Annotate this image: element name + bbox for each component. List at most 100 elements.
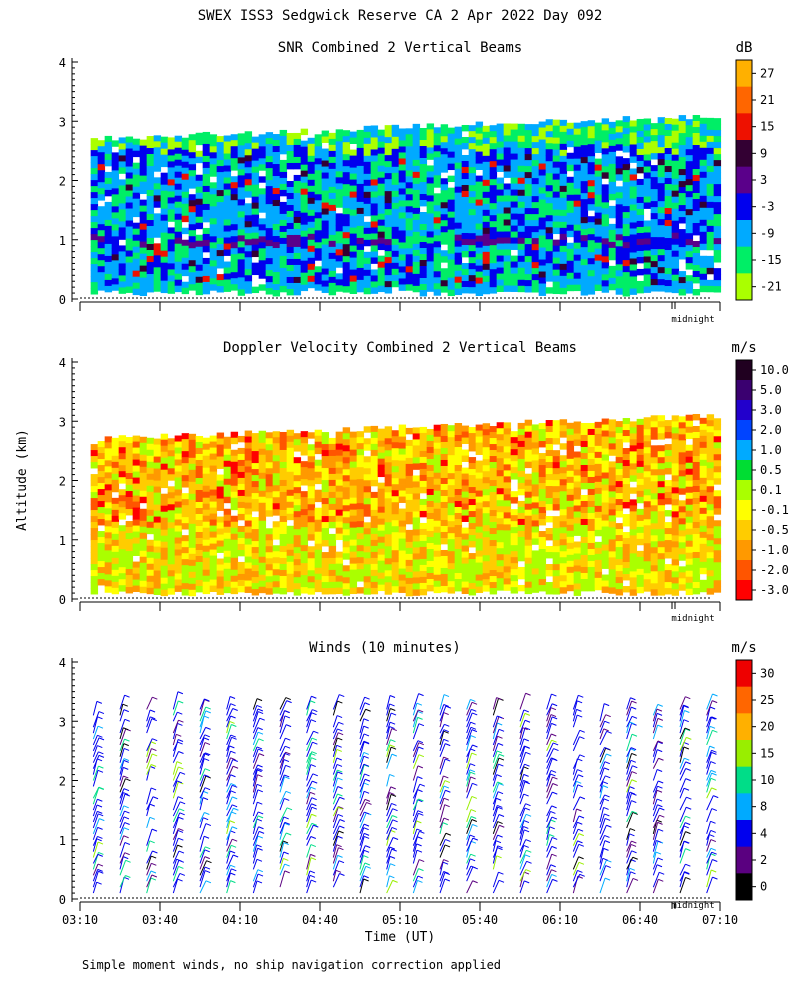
heatmap-cell [538, 507, 547, 514]
heatmap-cell [713, 502, 722, 509]
heatmap-cell [188, 529, 197, 537]
heatmap-cell [160, 481, 169, 489]
heatmap-cell [314, 465, 323, 473]
heatmap-cell [412, 255, 421, 263]
heatmap-cell [181, 137, 190, 145]
heatmap-cell [349, 227, 358, 234]
heatmap-cell [412, 165, 421, 173]
heatmap-cell [461, 196, 470, 204]
heatmap-cell [321, 286, 330, 293]
heatmap-cell [230, 278, 239, 285]
heatmap-cell [223, 472, 232, 480]
heatmap-cell [342, 274, 351, 281]
heatmap-cell [139, 454, 148, 462]
heatmap-cell [496, 512, 505, 519]
heatmap-cell [223, 195, 232, 202]
heatmap-cell [153, 255, 162, 262]
heatmap-cell [97, 447, 106, 454]
heatmap-cell [433, 520, 442, 528]
heatmap-cell [713, 256, 722, 263]
heatmap-cell [489, 263, 498, 270]
heatmap-cell [335, 195, 344, 202]
heatmap-cell [510, 557, 519, 564]
heatmap-cell [405, 272, 414, 279]
heatmap-cell [566, 512, 575, 520]
heatmap-cell [342, 475, 351, 482]
heatmap-cell [447, 587, 456, 594]
heatmap-cell [314, 513, 323, 521]
heatmap-cell [601, 496, 610, 503]
heatmap-cell [111, 485, 120, 493]
heatmap-cell [475, 466, 484, 473]
heatmap-cell [433, 277, 442, 284]
heatmap-cell [342, 286, 351, 293]
heatmap-cell [524, 419, 533, 427]
heatmap-cell [258, 188, 267, 195]
heatmap-cell [258, 152, 267, 159]
heatmap-cell [335, 437, 344, 445]
heatmap-cell [538, 229, 547, 236]
heatmap-cell [566, 272, 575, 280]
heatmap-cell [510, 177, 519, 184]
heatmap-cell [447, 545, 456, 552]
heatmap-cell [146, 473, 155, 481]
heatmap-cell [503, 201, 512, 208]
heatmap-cell [342, 445, 351, 452]
heatmap-cell [111, 533, 120, 541]
heatmap-cell [349, 443, 358, 451]
heatmap-cell [433, 460, 442, 468]
heatmap-cell [258, 230, 267, 237]
heatmap-cell [132, 276, 141, 284]
heatmap-cell [377, 512, 386, 520]
y-tick-label: 2 [59, 475, 66, 489]
heatmap-cell [461, 208, 470, 216]
heatmap-cell [685, 552, 694, 560]
heatmap-cell [125, 220, 134, 227]
heatmap-cell [258, 550, 267, 558]
heatmap-cell [377, 159, 386, 167]
heatmap-cell [412, 177, 421, 185]
heatmap-cell [524, 479, 533, 487]
heatmap-cell [447, 259, 456, 267]
heatmap-cell [139, 217, 148, 225]
doppler-panel: Doppler Velocity Combined 2 Vertical Bea… [59, 340, 789, 624]
heatmap-cell [475, 151, 484, 158]
heatmap-cell [209, 483, 218, 490]
heatmap-cell [482, 549, 491, 556]
heatmap-cell [545, 552, 554, 559]
heatmap-cell [489, 179, 498, 186]
heatmap-cell [685, 179, 694, 186]
heatmap-cell [139, 271, 148, 279]
heatmap-cell [594, 200, 603, 208]
heatmap-cell [496, 213, 505, 220]
heatmap-cell [559, 221, 568, 229]
heatmap-cell [615, 234, 624, 241]
heatmap-cell [692, 157, 701, 164]
heatmap-cell [146, 545, 155, 553]
heatmap-cell [496, 159, 505, 166]
heatmap-cell [90, 240, 99, 247]
heatmap-cell [202, 143, 211, 151]
heatmap-cell [517, 201, 526, 209]
heatmap-cell [650, 433, 659, 440]
heatmap-cell [384, 522, 393, 529]
heatmap-cell [524, 226, 533, 233]
heatmap-cell [496, 183, 505, 190]
heatmap-cell [97, 507, 106, 514]
heatmap-cell [447, 539, 456, 546]
heatmap-cell [349, 245, 358, 252]
heatmap-cell [594, 571, 603, 579]
heatmap-cell [405, 487, 414, 495]
heatmap-cell [279, 243, 288, 251]
heatmap-cell [685, 492, 694, 500]
heatmap-cell [314, 477, 323, 485]
heatmap-cell [503, 518, 512, 525]
heatmap-cell [356, 279, 365, 287]
heatmap-cell [328, 467, 337, 475]
heatmap-cell [440, 274, 449, 281]
heatmap-cell [601, 136, 610, 143]
heatmap-cell [195, 447, 204, 455]
heatmap-cell [391, 520, 400, 527]
heatmap-cell [209, 146, 218, 153]
heatmap-cell [223, 532, 232, 540]
